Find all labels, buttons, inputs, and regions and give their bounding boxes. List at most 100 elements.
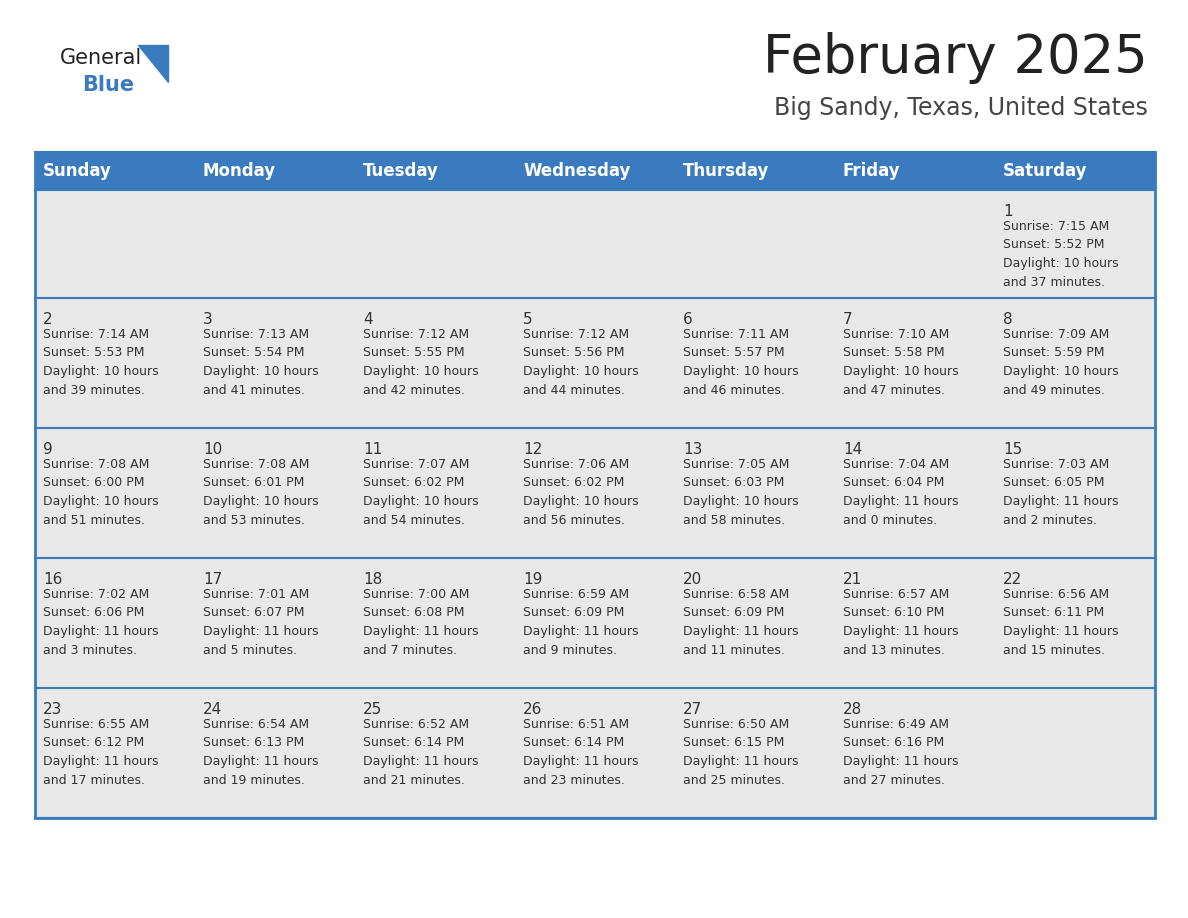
Text: Sunrise: 7:13 AM
Sunset: 5:54 PM
Daylight: 10 hours
and 41 minutes.: Sunrise: 7:13 AM Sunset: 5:54 PM Dayligh… <box>203 328 318 397</box>
Text: Sunrise: 7:01 AM
Sunset: 6:07 PM
Daylight: 11 hours
and 5 minutes.: Sunrise: 7:01 AM Sunset: 6:07 PM Dayligh… <box>203 588 318 656</box>
Text: 18: 18 <box>364 572 383 587</box>
Bar <box>195 428 355 558</box>
Text: General: General <box>61 48 143 68</box>
Bar <box>195 298 355 428</box>
Text: February 2025: February 2025 <box>763 32 1148 84</box>
Text: Monday: Monday <box>203 162 276 180</box>
Text: Blue: Blue <box>82 75 134 95</box>
Bar <box>355 152 516 190</box>
Text: Sunrise: 7:09 AM
Sunset: 5:59 PM
Daylight: 10 hours
and 49 minutes.: Sunrise: 7:09 AM Sunset: 5:59 PM Dayligh… <box>1003 328 1119 397</box>
Text: 25: 25 <box>364 702 383 717</box>
Text: 10: 10 <box>203 442 222 457</box>
Text: Friday: Friday <box>843 162 901 180</box>
Text: 11: 11 <box>364 442 383 457</box>
Text: Sunrise: 7:11 AM
Sunset: 5:57 PM
Daylight: 10 hours
and 46 minutes.: Sunrise: 7:11 AM Sunset: 5:57 PM Dayligh… <box>683 328 798 397</box>
Polygon shape <box>138 45 168 82</box>
Text: 9: 9 <box>43 442 52 457</box>
Text: Sunrise: 7:15 AM
Sunset: 5:52 PM
Daylight: 10 hours
and 37 minutes.: Sunrise: 7:15 AM Sunset: 5:52 PM Dayligh… <box>1003 220 1119 288</box>
Text: Sunrise: 6:54 AM
Sunset: 6:13 PM
Daylight: 11 hours
and 19 minutes.: Sunrise: 6:54 AM Sunset: 6:13 PM Dayligh… <box>203 718 318 787</box>
Text: Sunrise: 7:03 AM
Sunset: 6:05 PM
Daylight: 11 hours
and 2 minutes.: Sunrise: 7:03 AM Sunset: 6:05 PM Dayligh… <box>1003 458 1118 527</box>
Text: 23: 23 <box>43 702 63 717</box>
Text: Thursday: Thursday <box>683 162 770 180</box>
Bar <box>516 190 675 298</box>
Bar <box>355 298 516 428</box>
Bar <box>34 428 195 558</box>
Text: Sunrise: 6:56 AM
Sunset: 6:11 PM
Daylight: 11 hours
and 15 minutes.: Sunrise: 6:56 AM Sunset: 6:11 PM Dayligh… <box>1003 588 1118 656</box>
Text: 7: 7 <box>843 312 853 327</box>
Text: Sunday: Sunday <box>43 162 112 180</box>
Text: Tuesday: Tuesday <box>364 162 438 180</box>
Text: Sunrise: 6:49 AM
Sunset: 6:16 PM
Daylight: 11 hours
and 27 minutes.: Sunrise: 6:49 AM Sunset: 6:16 PM Dayligh… <box>843 718 959 787</box>
Bar <box>996 152 1155 190</box>
Text: 2: 2 <box>43 312 52 327</box>
Text: Sunrise: 6:52 AM
Sunset: 6:14 PM
Daylight: 11 hours
and 21 minutes.: Sunrise: 6:52 AM Sunset: 6:14 PM Dayligh… <box>364 718 479 787</box>
Bar <box>195 152 355 190</box>
Bar <box>996 428 1155 558</box>
Text: 19: 19 <box>523 572 543 587</box>
Bar <box>996 558 1155 688</box>
Bar <box>675 428 835 558</box>
Text: Sunrise: 7:07 AM
Sunset: 6:02 PM
Daylight: 10 hours
and 54 minutes.: Sunrise: 7:07 AM Sunset: 6:02 PM Dayligh… <box>364 458 479 527</box>
Text: Sunrise: 7:12 AM
Sunset: 5:55 PM
Daylight: 10 hours
and 42 minutes.: Sunrise: 7:12 AM Sunset: 5:55 PM Dayligh… <box>364 328 479 397</box>
Bar <box>835 152 996 190</box>
Text: Sunrise: 7:12 AM
Sunset: 5:56 PM
Daylight: 10 hours
and 44 minutes.: Sunrise: 7:12 AM Sunset: 5:56 PM Dayligh… <box>523 328 639 397</box>
Bar <box>195 558 355 688</box>
Text: Sunrise: 7:08 AM
Sunset: 6:01 PM
Daylight: 10 hours
and 53 minutes.: Sunrise: 7:08 AM Sunset: 6:01 PM Dayligh… <box>203 458 318 527</box>
Text: Sunrise: 7:00 AM
Sunset: 6:08 PM
Daylight: 11 hours
and 7 minutes.: Sunrise: 7:00 AM Sunset: 6:08 PM Dayligh… <box>364 588 479 656</box>
Text: Wednesday: Wednesday <box>523 162 631 180</box>
Bar <box>835 298 996 428</box>
Text: Sunrise: 7:04 AM
Sunset: 6:04 PM
Daylight: 11 hours
and 0 minutes.: Sunrise: 7:04 AM Sunset: 6:04 PM Dayligh… <box>843 458 959 527</box>
Bar <box>34 558 195 688</box>
Text: 14: 14 <box>843 442 862 457</box>
Bar <box>355 190 516 298</box>
Bar <box>516 428 675 558</box>
Bar <box>355 688 516 818</box>
Text: 16: 16 <box>43 572 63 587</box>
Text: 27: 27 <box>683 702 702 717</box>
Text: 21: 21 <box>843 572 862 587</box>
Text: 1: 1 <box>1003 204 1012 219</box>
Bar <box>34 152 1155 818</box>
Bar <box>355 558 516 688</box>
Bar <box>675 558 835 688</box>
Bar <box>996 298 1155 428</box>
Text: 5: 5 <box>523 312 532 327</box>
Text: Sunrise: 7:08 AM
Sunset: 6:00 PM
Daylight: 10 hours
and 51 minutes.: Sunrise: 7:08 AM Sunset: 6:00 PM Dayligh… <box>43 458 159 527</box>
Text: Saturday: Saturday <box>1003 162 1087 180</box>
Text: Sunrise: 7:05 AM
Sunset: 6:03 PM
Daylight: 10 hours
and 58 minutes.: Sunrise: 7:05 AM Sunset: 6:03 PM Dayligh… <box>683 458 798 527</box>
Bar <box>835 190 996 298</box>
Bar <box>675 190 835 298</box>
Text: Sunrise: 6:50 AM
Sunset: 6:15 PM
Daylight: 11 hours
and 25 minutes.: Sunrise: 6:50 AM Sunset: 6:15 PM Dayligh… <box>683 718 798 787</box>
Text: 3: 3 <box>203 312 213 327</box>
Text: 28: 28 <box>843 702 862 717</box>
Bar <box>195 688 355 818</box>
Bar <box>34 190 195 298</box>
Text: 22: 22 <box>1003 572 1022 587</box>
Text: 15: 15 <box>1003 442 1022 457</box>
Bar <box>835 558 996 688</box>
Bar <box>996 190 1155 298</box>
Text: Sunrise: 7:02 AM
Sunset: 6:06 PM
Daylight: 11 hours
and 3 minutes.: Sunrise: 7:02 AM Sunset: 6:06 PM Dayligh… <box>43 588 158 656</box>
Bar <box>835 688 996 818</box>
Bar <box>34 688 195 818</box>
Text: 26: 26 <box>523 702 543 717</box>
Bar <box>516 298 675 428</box>
Bar <box>34 152 195 190</box>
Text: 12: 12 <box>523 442 542 457</box>
Text: Sunrise: 6:51 AM
Sunset: 6:14 PM
Daylight: 11 hours
and 23 minutes.: Sunrise: 6:51 AM Sunset: 6:14 PM Dayligh… <box>523 718 638 787</box>
Bar <box>516 688 675 818</box>
Bar <box>516 152 675 190</box>
Bar <box>835 428 996 558</box>
Bar <box>34 298 195 428</box>
Text: 20: 20 <box>683 572 702 587</box>
Text: Sunrise: 7:06 AM
Sunset: 6:02 PM
Daylight: 10 hours
and 56 minutes.: Sunrise: 7:06 AM Sunset: 6:02 PM Dayligh… <box>523 458 639 527</box>
Text: 17: 17 <box>203 572 222 587</box>
Bar <box>996 688 1155 818</box>
Text: Sunrise: 6:57 AM
Sunset: 6:10 PM
Daylight: 11 hours
and 13 minutes.: Sunrise: 6:57 AM Sunset: 6:10 PM Dayligh… <box>843 588 959 656</box>
Text: 4: 4 <box>364 312 373 327</box>
Text: Sunrise: 7:14 AM
Sunset: 5:53 PM
Daylight: 10 hours
and 39 minutes.: Sunrise: 7:14 AM Sunset: 5:53 PM Dayligh… <box>43 328 159 397</box>
Text: Sunrise: 7:10 AM
Sunset: 5:58 PM
Daylight: 10 hours
and 47 minutes.: Sunrise: 7:10 AM Sunset: 5:58 PM Dayligh… <box>843 328 959 397</box>
Bar <box>516 558 675 688</box>
Text: 24: 24 <box>203 702 222 717</box>
Text: Sunrise: 6:55 AM
Sunset: 6:12 PM
Daylight: 11 hours
and 17 minutes.: Sunrise: 6:55 AM Sunset: 6:12 PM Dayligh… <box>43 718 158 787</box>
